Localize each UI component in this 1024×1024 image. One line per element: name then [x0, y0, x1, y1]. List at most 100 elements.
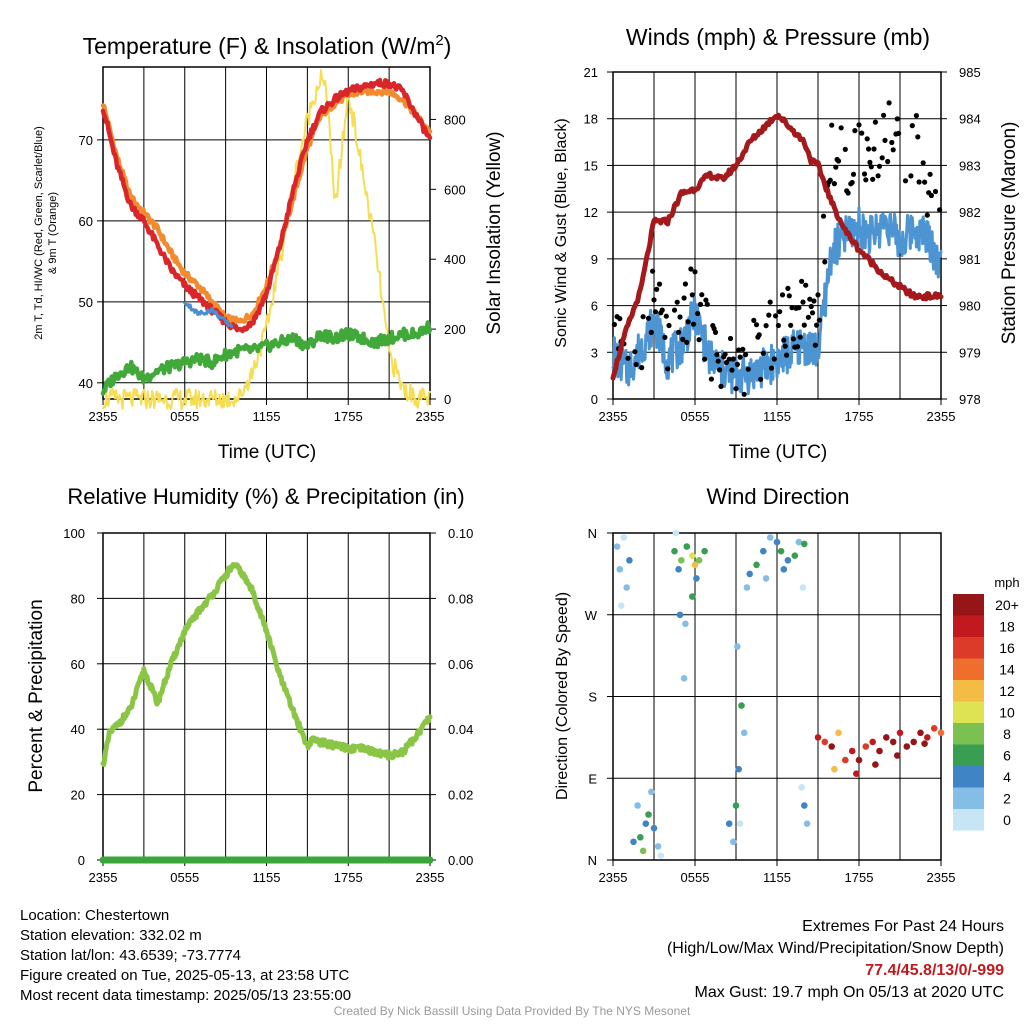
direction-point — [814, 734, 822, 741]
direction-point — [645, 811, 652, 818]
direction-point — [777, 547, 785, 555]
x-tick-label: 2355 — [416, 409, 445, 424]
legend-swatch — [953, 723, 984, 745]
gust-point — [827, 177, 833, 183]
gust-point — [662, 334, 668, 340]
gust-point — [756, 332, 762, 338]
direction-point — [791, 552, 799, 559]
legend-swatch — [953, 744, 984, 766]
direction-point — [701, 547, 708, 555]
chart-title: Relative Humidity (%) & Precipitation (i… — [67, 484, 464, 509]
gust-point — [808, 303, 814, 310]
direction-point — [835, 729, 842, 737]
gust-point — [794, 344, 801, 350]
x-tick-label: 0555 — [681, 870, 710, 885]
direction-point — [682, 620, 689, 628]
y-tick-label: N — [588, 853, 597, 868]
series-line — [183, 301, 234, 328]
gust-point — [766, 312, 772, 318]
gust-point — [866, 146, 872, 152]
gust-point — [733, 386, 739, 392]
gust-point — [775, 322, 782, 329]
gust-point — [807, 296, 813, 302]
x-tick-label: 0555 — [170, 870, 199, 885]
legend-swatch — [953, 766, 984, 788]
y2-tick-label: 0 — [444, 392, 451, 407]
gust-point — [870, 176, 876, 182]
y-tick-label: 15 — [584, 158, 598, 173]
y-tick-label: 3 — [591, 345, 598, 360]
y2-tick-label: 984 — [959, 112, 981, 127]
gust-point — [734, 361, 741, 367]
legend-label: 16 — [999, 640, 1015, 656]
gust-point — [889, 139, 895, 146]
direction-point — [691, 561, 699, 569]
direction-point — [736, 820, 744, 827]
gust-point — [730, 356, 736, 362]
y-tick-label: N — [588, 526, 597, 541]
gust-point — [831, 181, 838, 187]
gust-point — [768, 365, 775, 371]
gust-point — [684, 339, 690, 345]
gust-point — [861, 171, 868, 177]
legend-label: 14 — [999, 661, 1015, 677]
direction-point — [795, 538, 803, 546]
direction-point — [799, 584, 807, 591]
y2-tick-label: 979 — [959, 345, 981, 360]
direction-point — [617, 602, 625, 609]
direction-point — [937, 729, 945, 737]
direction-point — [869, 738, 876, 746]
gust-point — [704, 301, 710, 307]
gust-point — [699, 292, 705, 298]
gust-point — [753, 322, 760, 328]
direction-point — [853, 770, 860, 777]
direction-point — [760, 547, 767, 555]
gust-point — [771, 356, 777, 362]
x-tick-label: 2355 — [416, 870, 445, 885]
gust-point — [811, 298, 817, 304]
gust-point — [712, 329, 719, 335]
station-info: Location: Chestertown Station elevation:… — [20, 906, 351, 1006]
y2-axis-label: Station Pressure (Maroon) — [999, 122, 1020, 345]
direction-point — [828, 743, 835, 750]
gust-point — [703, 297, 709, 303]
legend-title: mph — [994, 575, 1019, 590]
x-tick-label: 1755 — [845, 870, 874, 885]
gust-point — [676, 329, 682, 335]
gust-point — [692, 269, 698, 275]
y-tick-label: S — [588, 690, 597, 705]
gust-point — [654, 286, 660, 292]
gust-point — [625, 355, 631, 361]
y2-tick-label: 0.08 — [448, 591, 473, 606]
legend-label: 6 — [1003, 747, 1011, 763]
gust-point — [829, 122, 835, 128]
chart-title: Winds (mph) & Pressure (mb) — [626, 24, 930, 50]
series-line — [100, 85, 433, 326]
gust-point — [737, 354, 743, 360]
direction-point — [924, 734, 931, 741]
gust-point — [682, 281, 689, 287]
gust-point — [617, 316, 623, 322]
chart-title: Temperature (F) & Insolation (W/m2) — [83, 32, 452, 59]
direction-point — [921, 740, 928, 747]
gust-point — [782, 343, 788, 349]
y2-axis-label: Solar Insolation (Yellow) — [484, 131, 505, 334]
y2-tick-label: 800 — [444, 112, 466, 127]
gust-point — [650, 268, 656, 274]
gust-point — [665, 366, 671, 372]
gust-point — [789, 305, 795, 311]
legend-label: 12 — [999, 683, 1015, 699]
y2-tick-label: 0.04 — [448, 722, 473, 737]
gust-point — [639, 365, 645, 371]
gust-point — [814, 322, 820, 328]
y2-tick-label: 980 — [959, 299, 981, 314]
legend-label: 2 — [1003, 790, 1011, 806]
gust-point — [632, 349, 638, 355]
y-tick-label: 18 — [584, 112, 598, 127]
direction-point — [894, 752, 901, 759]
gust-point — [758, 376, 764, 382]
legend-swatch — [953, 658, 984, 680]
direction-point — [917, 729, 924, 737]
y2-tick-label: 978 — [959, 392, 981, 407]
y2-tick-label: 0.10 — [448, 526, 473, 541]
